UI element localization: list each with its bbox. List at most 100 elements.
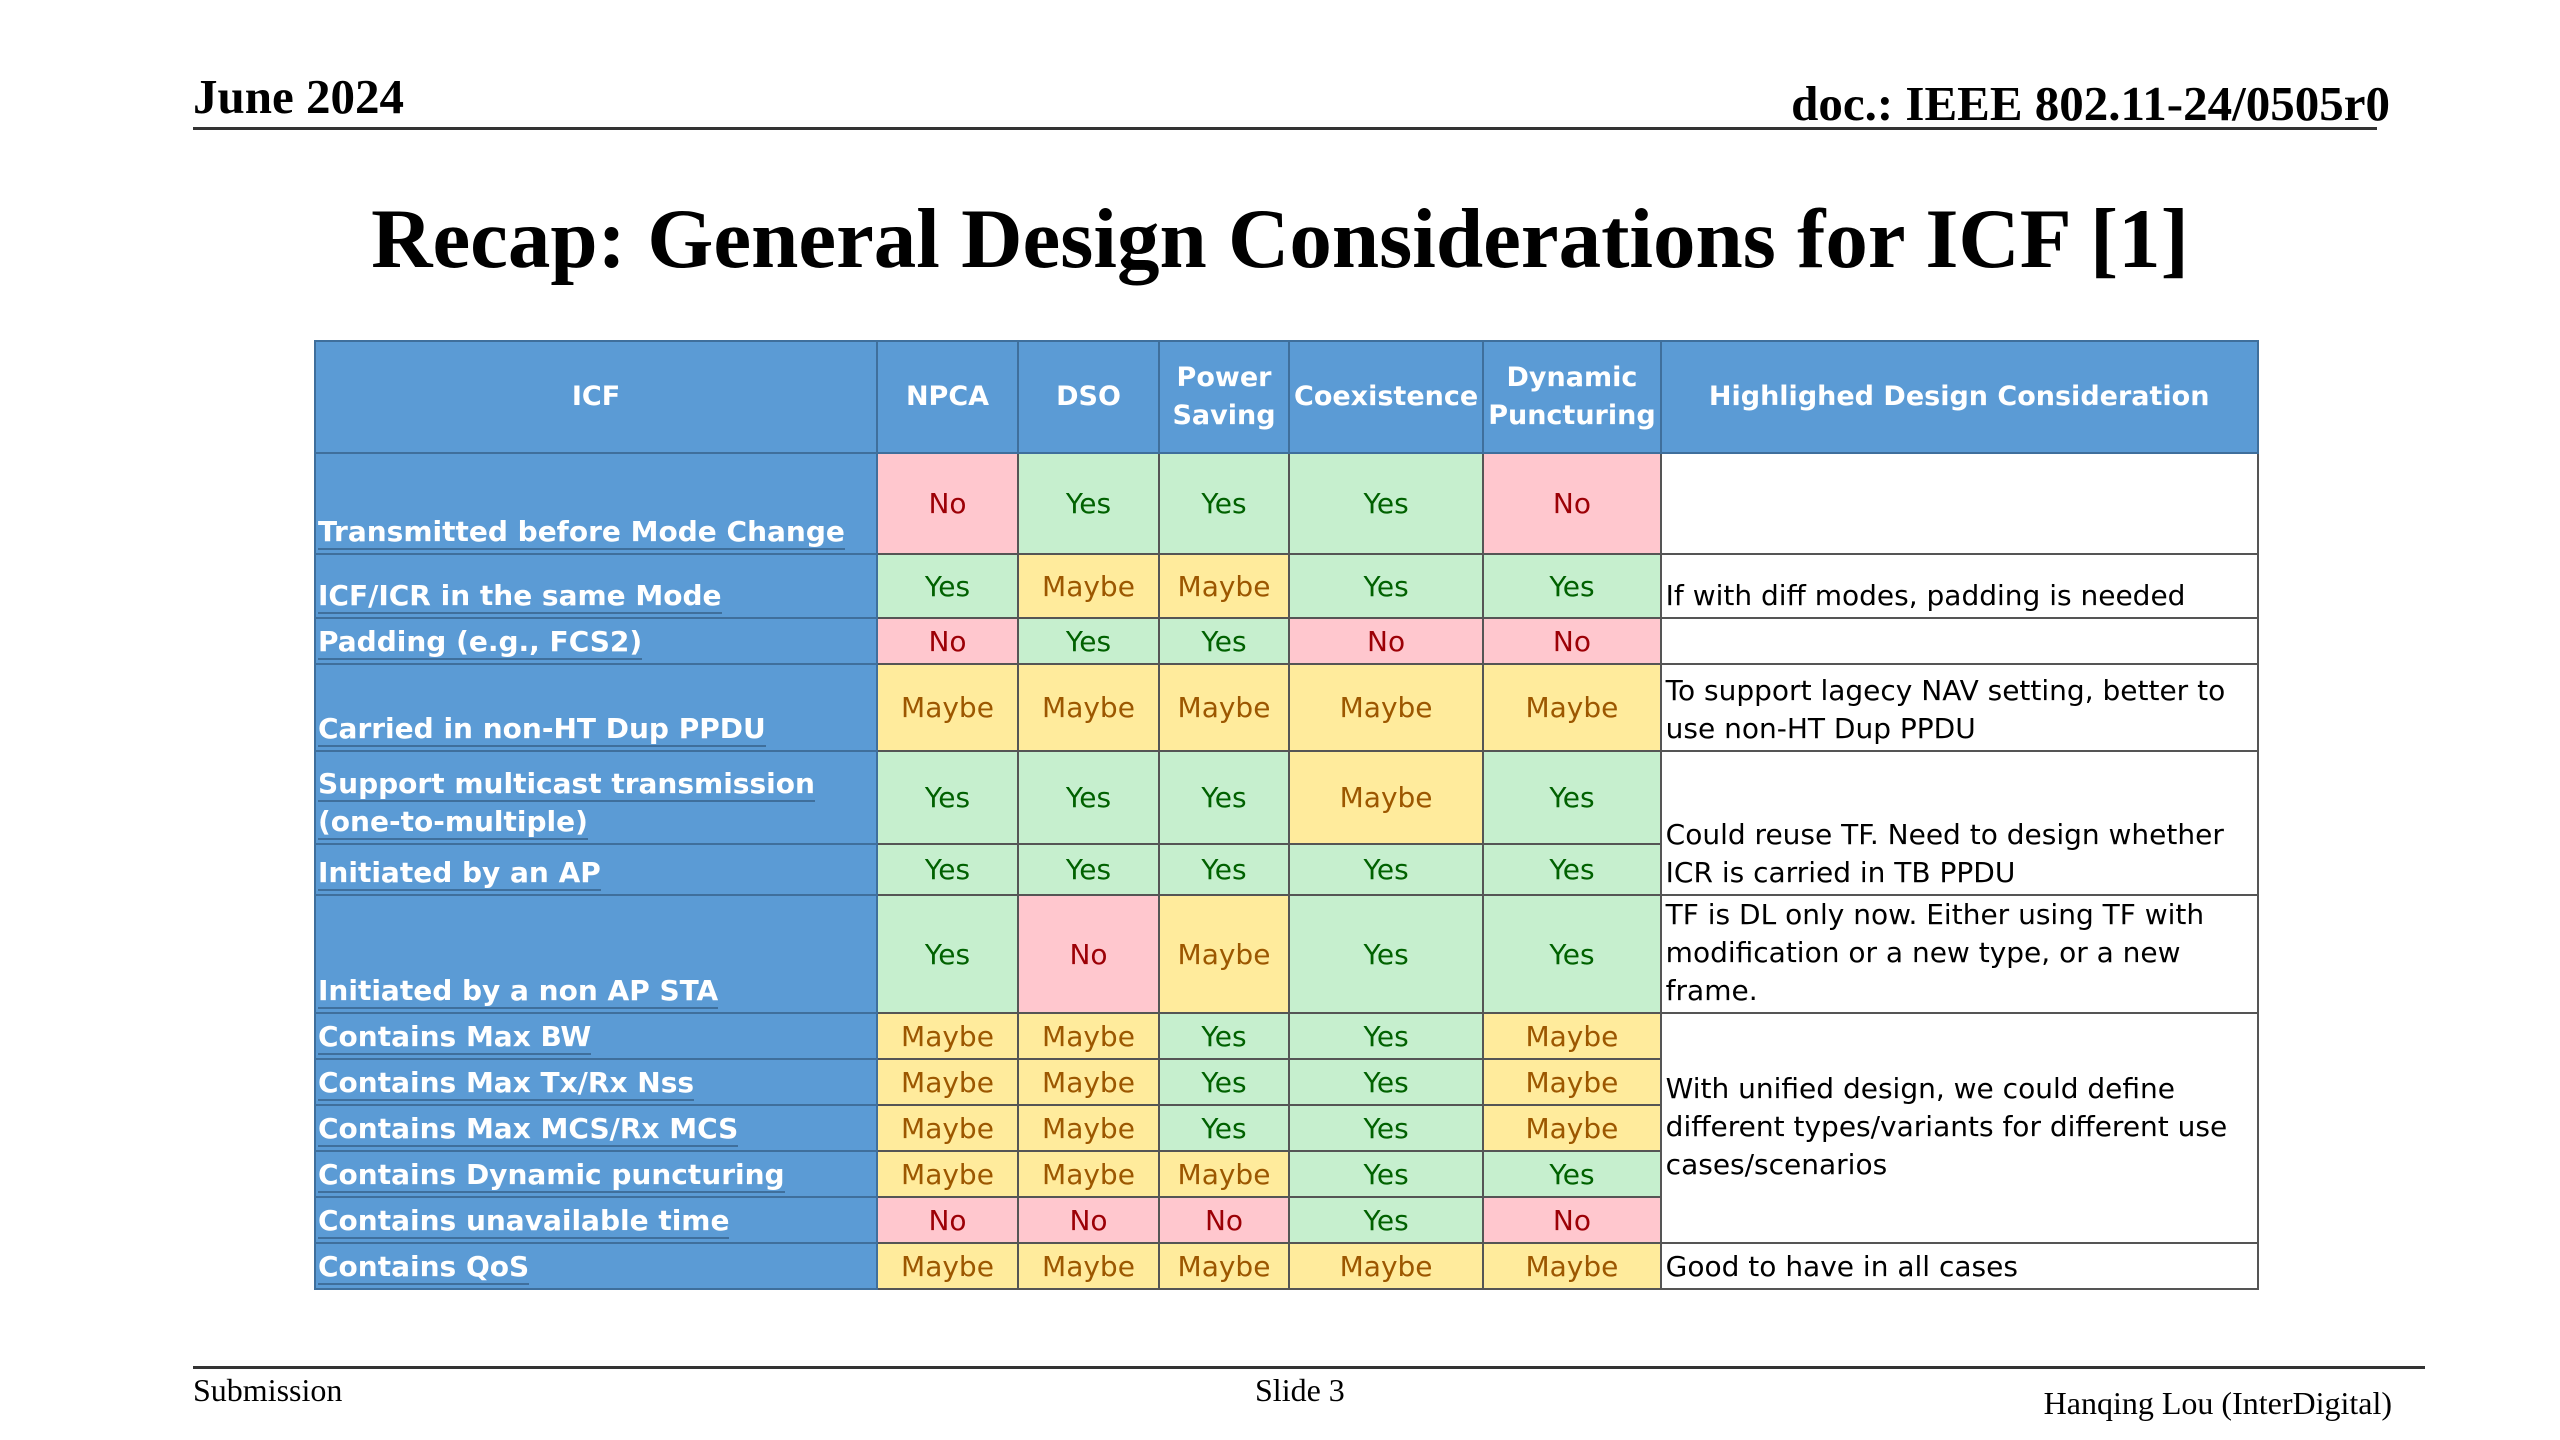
value-cell: No	[1017, 894, 1160, 1014]
value-cell: Yes	[876, 843, 1019, 896]
value-cell: Yes	[1158, 1012, 1290, 1060]
header-doc-id: doc.: IEEE 802.11-24/0505r0	[1791, 76, 2390, 131]
row-label: Contains Max Tx/Rx Nss	[314, 1058, 878, 1106]
table-row: Carried in non-HT Dup PPDU Maybe Maybe M…	[314, 663, 2259, 752]
row-label: Support multicast transmission (one-to-m…	[314, 750, 878, 845]
value-cell: Yes	[1482, 553, 1662, 619]
footer-divider	[193, 1366, 2425, 1369]
value-cell: Yes	[1017, 750, 1160, 845]
note-cell: To support lagecy NAV setting, better to…	[1659, 663, 2259, 752]
column-header: Dynamic Puncturing	[1482, 340, 1662, 454]
table-header-row: ICF NPCA DSO Power Saving Coexistence Dy…	[314, 340, 2259, 454]
value-cell: Yes	[876, 553, 1019, 619]
value-cell: Maybe	[1017, 553, 1160, 619]
value-cell: Maybe	[1482, 1058, 1662, 1106]
note-cell	[1659, 452, 2259, 555]
value-cell: Yes	[1287, 1196, 1485, 1244]
note-cell: If with diff modes, padding is needed	[1659, 553, 2259, 619]
row-label: Contains Max BW	[314, 1012, 878, 1060]
value-cell: No	[1017, 1196, 1160, 1244]
value-cell: Maybe	[1017, 1012, 1160, 1060]
value-cell: Maybe	[1158, 663, 1290, 752]
value-cell: Yes	[1158, 452, 1290, 555]
value-cell: Yes	[1158, 1104, 1290, 1152]
table-row: Transmitted before Mode Change No Yes Ye…	[314, 452, 2259, 555]
value-cell: Maybe	[1158, 894, 1290, 1014]
value-cell: No	[1482, 1196, 1662, 1244]
value-cell: Maybe	[1287, 1242, 1485, 1290]
value-cell: No	[1482, 617, 1662, 665]
design-considerations-table: ICF NPCA DSO Power Saving Coexistence Dy…	[314, 340, 2259, 1290]
table-row: ICF/ICR in the same Mode Yes Maybe Maybe…	[314, 553, 2259, 619]
table-row: Contains unavailable time No No No Yes N…	[314, 1196, 2258, 1244]
table-row: Contains QoS Maybe Maybe Maybe Maybe May…	[314, 1242, 2259, 1290]
value-cell: Maybe	[876, 1012, 1019, 1060]
value-cell: Maybe	[1482, 1012, 1662, 1060]
value-cell: Maybe	[876, 1242, 1019, 1290]
value-cell: Maybe	[876, 1058, 1019, 1106]
value-cell: Maybe	[1017, 663, 1160, 752]
table-row: Initiated by an AP Yes Yes Yes Yes Yes	[314, 843, 2258, 896]
row-label: Padding (e.g., FCS2)	[314, 617, 878, 665]
footer-submission: Submission	[193, 1372, 343, 1408]
value-cell: Maybe	[876, 1104, 1019, 1152]
value-cell: Yes	[1287, 843, 1485, 896]
value-cell: No	[876, 1196, 1019, 1244]
note-cell: TF is DL only now. Either using TF with …	[1659, 894, 2259, 1014]
row-label: Initiated by an AP	[314, 843, 878, 896]
column-header: ICF	[314, 340, 878, 454]
value-cell: Maybe	[1287, 663, 1485, 752]
value-cell: Yes	[1287, 894, 1485, 1014]
table-row: Contains Max MCS/Rx MCS Maybe Maybe Yes …	[314, 1104, 2258, 1152]
value-cell: Yes	[1017, 843, 1160, 896]
row-label: Contains QoS	[314, 1242, 878, 1290]
value-cell: Maybe	[1017, 1150, 1160, 1198]
value-cell: Yes	[1287, 1058, 1485, 1106]
footer-author: Hanqing Lou (InterDigital)	[2043, 1385, 2392, 1421]
row-label: Contains Max MCS/Rx MCS	[314, 1104, 878, 1152]
value-cell: No	[876, 452, 1019, 555]
value-cell: Maybe	[876, 1150, 1019, 1198]
value-cell: Maybe	[1017, 1104, 1160, 1152]
slide-title: Recap: General Design Considerations for…	[371, 192, 2189, 286]
row-label: ICF/ICR in the same Mode	[314, 553, 878, 619]
value-cell: Yes	[1482, 843, 1662, 896]
value-cell: Yes	[1158, 750, 1290, 845]
value-cell: Maybe	[1482, 1242, 1662, 1290]
value-cell: Yes	[1158, 617, 1290, 665]
value-cell: Yes	[876, 894, 1019, 1014]
slide-number: Slide 3	[1255, 1372, 1345, 1408]
column-header: Power Saving	[1158, 340, 1290, 454]
value-cell: Maybe	[876, 663, 1019, 752]
value-cell: Maybe	[1017, 1242, 1160, 1290]
table-row: Support multicast transmission (one-to-m…	[314, 750, 2259, 896]
value-cell: Yes	[1287, 553, 1485, 619]
value-cell: Yes	[1287, 1150, 1485, 1198]
value-cell: Maybe	[1482, 1104, 1662, 1152]
row-label: Carried in non-HT Dup PPDU	[314, 663, 878, 752]
row-label: Contains unavailable time	[314, 1196, 878, 1244]
note-cell: Could reuse TF. Need to design whether I…	[1659, 750, 2259, 896]
value-cell: Maybe	[1017, 1058, 1160, 1106]
value-cell: Yes	[1158, 843, 1290, 896]
table-row: Contains Dynamic puncturing Maybe Maybe …	[314, 1150, 2258, 1198]
value-cell: Yes	[876, 750, 1019, 845]
value-cell: No	[1482, 452, 1662, 555]
value-cell: Yes	[1482, 750, 1662, 845]
value-cell: Yes	[1017, 452, 1160, 555]
value-cell: No	[1287, 617, 1485, 665]
value-cell: Yes	[1287, 1104, 1485, 1152]
note-cell	[1659, 617, 2259, 665]
header-divider	[193, 127, 2377, 130]
value-cell: No	[876, 617, 1019, 665]
column-header: Highlighed Design Consideration	[1659, 340, 2259, 454]
value-cell: Yes	[1017, 617, 1160, 665]
column-header: DSO	[1017, 340, 1160, 454]
note-cell: Good to have in all cases	[1659, 1242, 2259, 1290]
value-cell: Yes	[1287, 1012, 1485, 1060]
column-header: NPCA	[876, 340, 1019, 454]
row-label: Contains Dynamic puncturing	[314, 1150, 878, 1198]
value-cell: Yes	[1482, 1150, 1662, 1198]
value-cell: Maybe	[1482, 663, 1662, 752]
column-header: Coexistence	[1287, 340, 1485, 454]
